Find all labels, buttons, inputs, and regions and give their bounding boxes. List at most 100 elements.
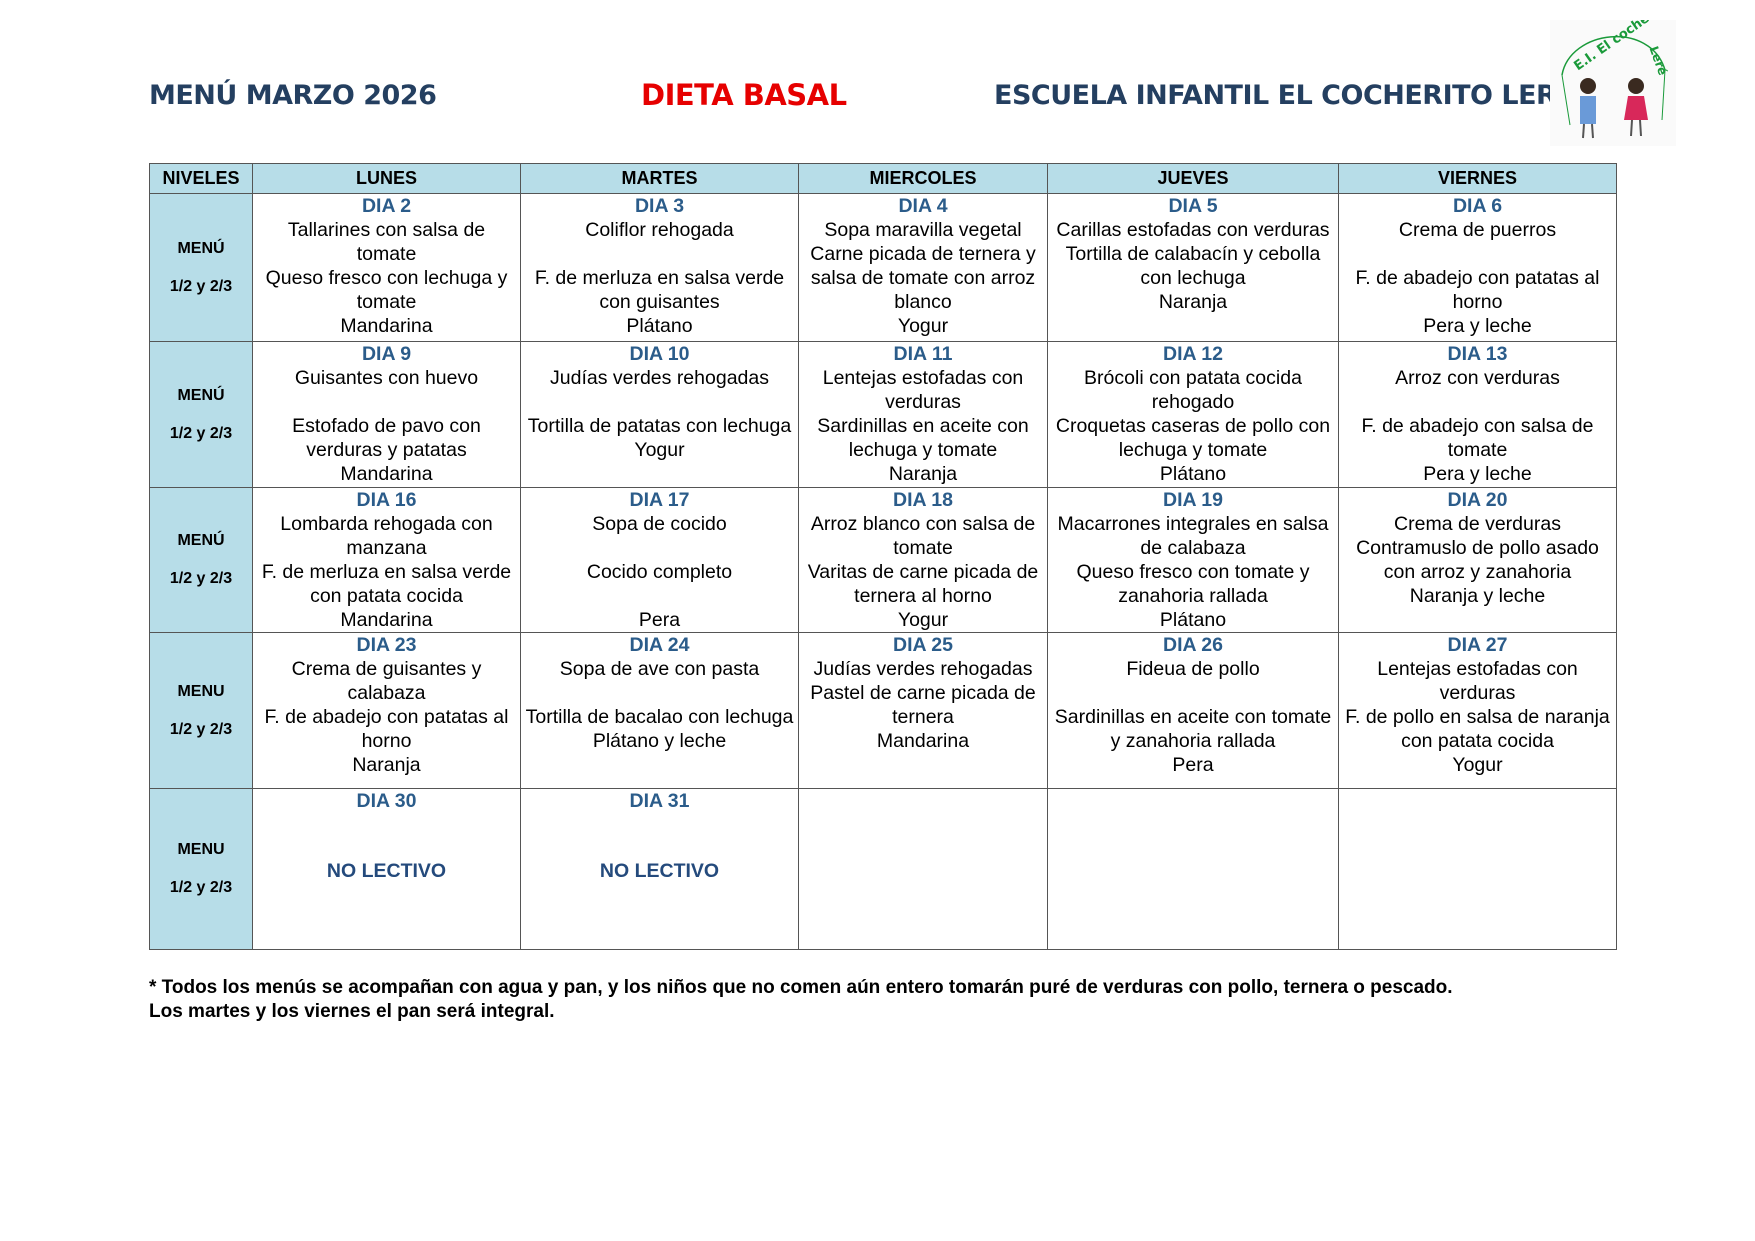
dish-item: Judías verdes rehogadas xyxy=(813,658,1033,680)
menu-cell: DIA 23 Crema de guisantes y calabaza F. de… xyxy=(252,632,521,789)
level-cell: MENU 1/2 y 2/3 xyxy=(149,632,253,789)
day-label: DIA 6 xyxy=(1452,195,1503,217)
table-row: MENU 1/2 y 2/3 DIA 30 NO LECTIVO DIA 31 NO LE… xyxy=(149,788,1617,950)
footnote-line: * Todos los menús se acompañan con agua … xyxy=(149,977,1453,998)
table-row: MENÚ 1/2 y 2/3 DIA 16 Lombarda rehogada con… xyxy=(149,487,1617,633)
dish-item: Brócoli con patata cocida rehogado xyxy=(1084,367,1302,413)
column-header-miercoles: MIERCOLES xyxy=(798,163,1048,194)
blank-line xyxy=(525,536,794,560)
level-label: 1/2 y 2/3 xyxy=(169,720,233,738)
dish-item: F. de abadejo con patatas al horno xyxy=(264,706,509,752)
column-header-niveles: NIVELES xyxy=(149,163,253,194)
dish-item: Mandarina xyxy=(340,315,433,337)
level-cell: MENÚ 1/2 y 2/3 xyxy=(149,341,253,488)
day-label: DIA 12 xyxy=(1163,343,1223,365)
menu-cell: DIA 26 Fideua de pollo Sardinillas en acei… xyxy=(1047,632,1339,789)
column-header-viernes: VIERNES xyxy=(1338,163,1617,194)
dish-item: Sopa de cocido xyxy=(592,513,727,535)
dish-item: Lentejas estofadas con verduras xyxy=(1377,658,1578,704)
menu-cell: DIA 25 Judías verdes rehogadas Pastel de c… xyxy=(798,632,1048,789)
dish-item: Yogur xyxy=(634,439,685,461)
level-label: 1/2 y 2/3 xyxy=(169,424,233,442)
menu-cell: DIA 27 Lentejas estofadas con verduras F. … xyxy=(1338,632,1617,789)
blank-line xyxy=(1343,242,1612,266)
day-label: DIA 17 xyxy=(629,489,690,511)
school-logo: E.I. El cocherito Leré xyxy=(1550,20,1676,146)
column-header-jueves: JUEVES xyxy=(1047,163,1339,194)
table-row: MENÚ 1/2 y 2/3 DIA 9 Guisantes con huevo Est… xyxy=(149,341,1617,488)
blank-line xyxy=(1052,681,1334,705)
day-label: DIA 23 xyxy=(356,634,417,656)
dish-item: Fideua de pollo xyxy=(1126,658,1260,680)
menu-cell xyxy=(1047,788,1339,950)
dish-item: Yogur xyxy=(897,609,949,631)
day-label: DIA 26 xyxy=(1163,634,1223,656)
menu-cell xyxy=(798,788,1048,950)
blank-line xyxy=(525,681,794,705)
day-label: DIA 3 xyxy=(634,195,685,217)
dish-item: Mandarina xyxy=(876,730,970,752)
day-label: DIA 25 xyxy=(893,634,953,656)
dish-item: Mandarina xyxy=(340,609,433,631)
level-label: MENÚ xyxy=(177,532,225,549)
dish-item: Tortilla de calabacín y cebolla con lech… xyxy=(1065,243,1321,289)
dish-item: Queso fresco con lechuga y tomate xyxy=(265,267,508,313)
menu-table: NIVELES LUNES MARTES MIERCOLES JUEVES VI… xyxy=(149,163,1617,950)
dish-item: Naranja xyxy=(1158,291,1228,313)
dish-item: F. de abadejo con patatas al horno xyxy=(1355,267,1600,313)
menu-cell: DIA 16 Lombarda rehogada con manzana F. de… xyxy=(252,487,521,633)
menu-cell: DIA 11 Lentejas estofadas con verduras Sar… xyxy=(798,341,1048,488)
level-label: MENÚ xyxy=(177,386,225,404)
dish-item: Pera xyxy=(638,609,681,631)
menu-cell: DIA 19 Macarrones integrales en salsa de … xyxy=(1047,487,1339,633)
dish-item: Cocido completo xyxy=(586,561,733,583)
dish-item: Coliflor rehogada xyxy=(585,219,734,241)
level-cell: MENÚ 1/2 y 2/3 xyxy=(149,487,253,633)
dish-item: Naranja y leche xyxy=(1409,585,1546,607)
dish-item: Plátano xyxy=(1159,609,1227,631)
dish-item: Pera y leche xyxy=(1423,315,1532,337)
diet-title: DIETA BASAL xyxy=(641,78,847,112)
menu-cell: DIA 2 Tallarines con salsa de tomate Queso… xyxy=(252,193,521,342)
dish-item: F. de merluza en salsa verde con patata … xyxy=(261,561,512,607)
menu-cell: DIA 13 Arroz con verduras F. de abadejo co… xyxy=(1338,341,1617,488)
day-label: DIA 9 xyxy=(361,343,412,365)
menu-cell xyxy=(1338,788,1617,950)
dish-item: Naranja xyxy=(352,754,421,776)
menu-cell: DIA 5 Carillas estofadas con verduras Tort… xyxy=(1047,193,1339,342)
menu-cell: DIA 3 Coliflor rehogada F. de merluza en s… xyxy=(520,193,799,342)
level-cell: MENÚ 1/2 y 2/3 xyxy=(149,193,253,342)
dish-item: Yogur xyxy=(1452,754,1503,776)
menu-cell: DIA 20 Crema de verduras Contramuslo de po… xyxy=(1338,487,1617,633)
day-label: DIA 19 xyxy=(1163,489,1223,511)
day-label: DIA 11 xyxy=(893,343,953,365)
menu-cell: DIA 12 Brócoli con patata cocida rehogado… xyxy=(1047,341,1339,488)
day-label: DIA 5 xyxy=(1168,195,1218,217)
blank-line xyxy=(525,390,794,414)
dish-item: Crema de verduras xyxy=(1394,513,1561,535)
blank-line xyxy=(257,390,516,414)
blank-line xyxy=(1343,390,1612,414)
dish-item: Lombarda rehogada con manzana xyxy=(280,513,493,559)
day-label: DIA 31 xyxy=(629,790,690,812)
dish-item: Pera y leche xyxy=(1423,463,1532,485)
day-label: DIA 30 xyxy=(356,790,417,812)
menu-cell: DIA 4 Sopa maravilla vegetal Carne picada … xyxy=(798,193,1048,342)
menu-cell: DIA 17 Sopa de cocido Cocido completo Pera xyxy=(520,487,799,633)
level-label: MENU xyxy=(177,682,225,700)
dish-item: Yogur xyxy=(897,315,949,337)
dish-item: Plátano y leche xyxy=(592,730,727,752)
day-label: DIA 24 xyxy=(629,634,690,656)
level-label: MENÚ xyxy=(177,239,225,257)
table-header-row: NIVELES LUNES MARTES MIERCOLES JUEVES VI… xyxy=(149,163,1617,194)
dish-item: Sardinillas en aceite con lechuga y toma… xyxy=(817,415,1029,461)
no-lectivo-label: NO LECTIVO xyxy=(599,860,720,882)
dish-item: Crema de puerros xyxy=(1398,219,1557,241)
dish-item: Carne picada de ternera y salsa de tomat… xyxy=(810,243,1036,313)
level-label: 1/2 y 2/3 xyxy=(169,879,233,896)
dish-item: Plátano xyxy=(1159,463,1227,485)
level-cell: MENU 1/2 y 2/3 xyxy=(149,788,253,950)
table-row: MENU 1/2 y 2/3 DIA 23 Crema de guisantes y … xyxy=(149,632,1617,789)
dish-item: F. de abadejo con salsa de tomate xyxy=(1361,415,1594,461)
level-label: 1/2 y 2/3 xyxy=(169,570,233,587)
